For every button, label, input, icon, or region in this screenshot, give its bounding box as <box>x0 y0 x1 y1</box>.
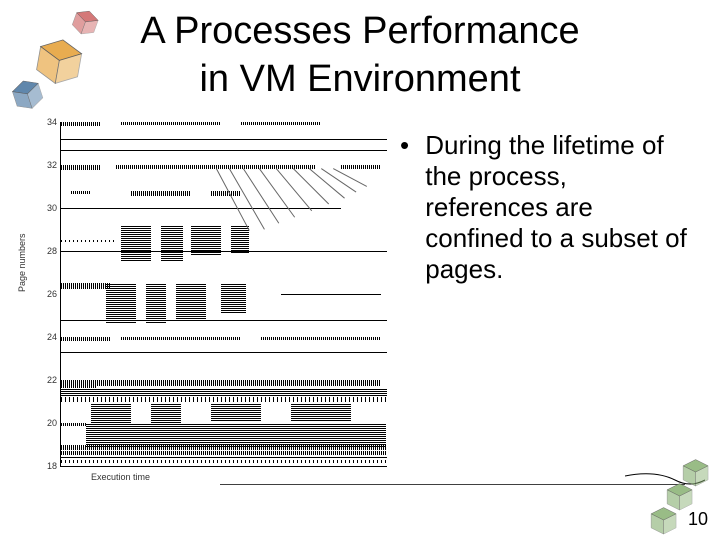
data-band <box>61 150 387 151</box>
data-band <box>61 423 86 426</box>
footer-underline <box>220 484 685 485</box>
data-band <box>61 240 116 242</box>
data-band <box>121 122 221 125</box>
data-band <box>106 283 136 323</box>
paging-behavior-figure: Page numbers Execution time 182022242628… <box>60 122 386 517</box>
slide-title: A Processes Performance in VM Environmen… <box>0 8 720 103</box>
y-tick: 22 <box>37 375 57 385</box>
data-band <box>131 191 191 196</box>
cube-icon <box>648 506 672 530</box>
y-tick: 32 <box>37 160 57 170</box>
diagonal-line <box>276 169 312 212</box>
data-band <box>121 225 151 261</box>
data-band <box>61 445 387 450</box>
y-tick: 18 <box>37 461 57 471</box>
data-band <box>61 139 387 140</box>
data-band <box>291 403 351 421</box>
data-band <box>146 283 166 323</box>
data-band <box>61 251 387 252</box>
data-band <box>341 165 381 169</box>
data-band <box>61 165 101 170</box>
data-band <box>176 283 206 319</box>
data-band <box>61 397 387 402</box>
data-band <box>61 320 387 321</box>
diagonal-line <box>243 169 279 224</box>
data-band <box>151 403 181 423</box>
x-axis-label: Execution time <box>91 472 150 482</box>
bullet-marker: • <box>400 130 418 161</box>
page-number: 10 <box>688 509 708 530</box>
data-band <box>231 225 249 253</box>
y-tick: 24 <box>37 332 57 342</box>
data-band <box>61 451 387 455</box>
data-band <box>221 283 246 313</box>
cube-icon <box>664 482 688 506</box>
data-band <box>86 423 386 447</box>
data-band <box>91 380 381 386</box>
title-line-2: in VM Environment <box>199 58 520 100</box>
diagonal-line <box>293 169 329 205</box>
data-band <box>161 225 183 261</box>
data-band <box>61 337 111 341</box>
data-band <box>211 191 241 196</box>
data-band <box>121 337 241 340</box>
cube-icon <box>680 458 704 482</box>
data-band <box>241 122 321 125</box>
data-band <box>61 388 387 396</box>
data-band <box>261 337 381 340</box>
data-band <box>61 457 387 458</box>
data-band <box>281 294 381 295</box>
diagonal-line <box>216 169 250 231</box>
title-line-1: A Processes Performance <box>140 10 579 52</box>
y-tick: 26 <box>37 289 57 299</box>
plot-area: Page numbers Execution time 182022242628… <box>60 122 387 467</box>
diagonal-line <box>259 169 295 218</box>
data-band <box>61 208 341 209</box>
diagonal-line <box>229 169 265 230</box>
y-axis-label: Page numbers <box>17 233 27 292</box>
diagonal-line <box>333 168 367 187</box>
y-tick: 30 <box>37 203 57 213</box>
y-tick: 20 <box>37 418 57 428</box>
data-band <box>71 191 91 194</box>
y-tick: 34 <box>37 117 57 127</box>
bullet-item: • During the lifetime of the process, re… <box>400 130 700 285</box>
bullet-text: During the lifetime of the process, refe… <box>425 130 695 285</box>
data-band <box>211 403 261 421</box>
data-band <box>61 283 111 289</box>
data-band <box>61 122 101 126</box>
data-band <box>91 403 131 423</box>
data-band <box>61 352 387 353</box>
data-band <box>61 460 387 463</box>
y-tick: 28 <box>37 246 57 256</box>
